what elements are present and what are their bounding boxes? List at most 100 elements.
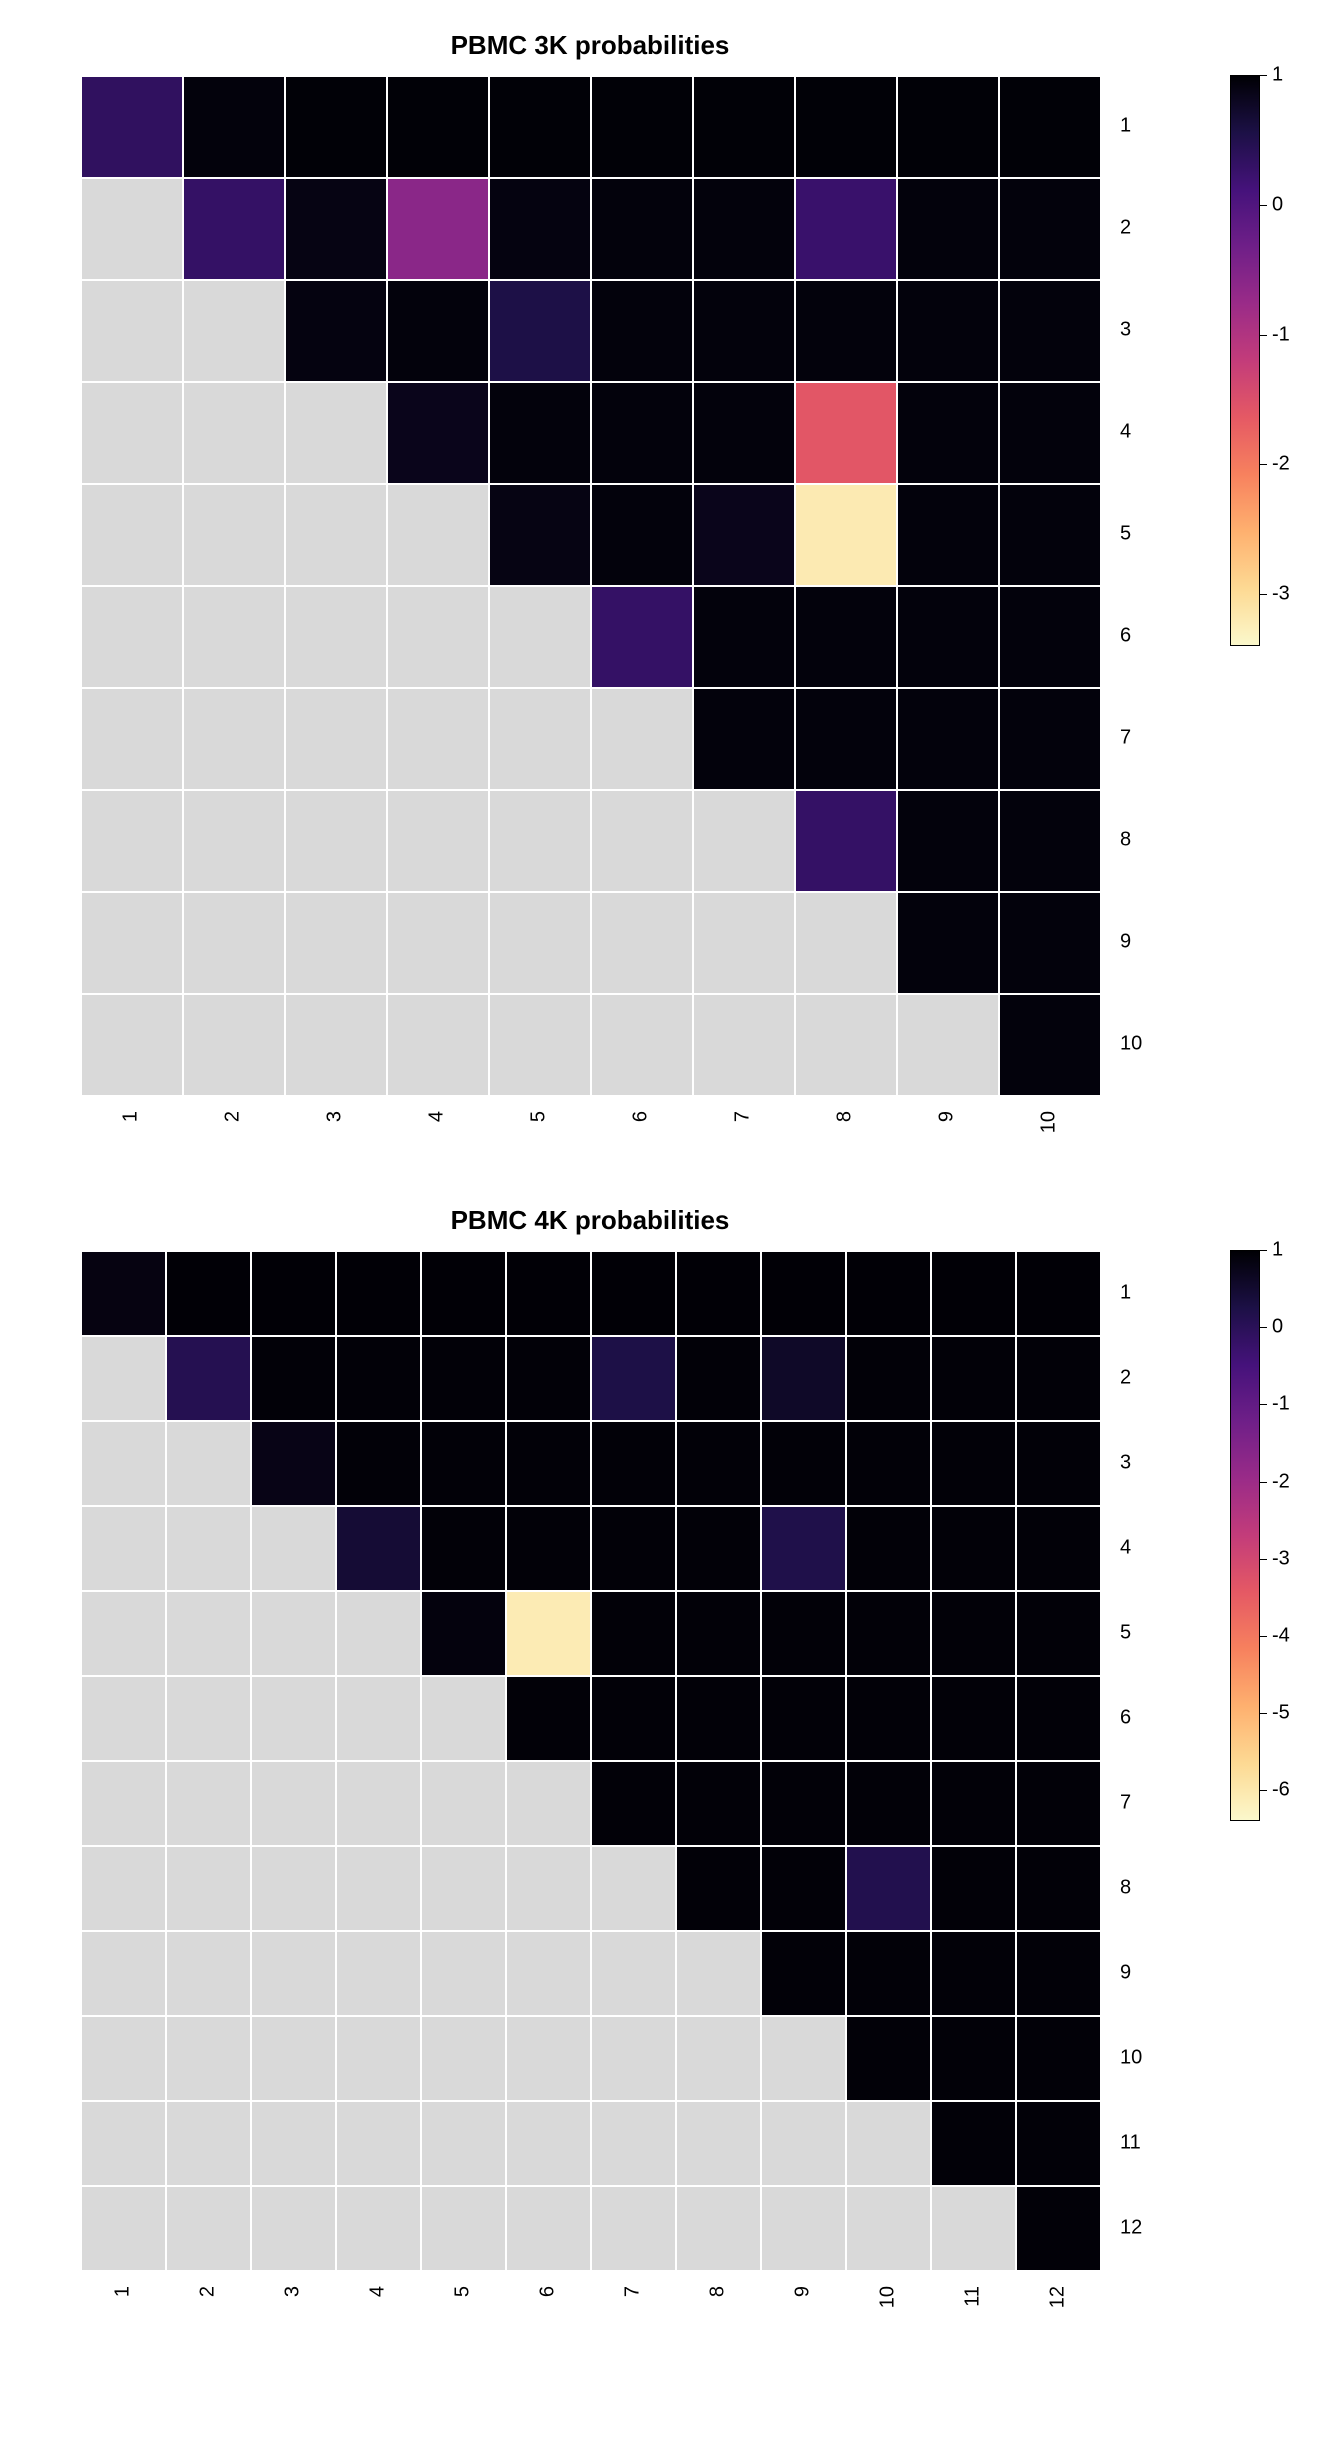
colorbar-tick-label: 0 <box>1272 1316 1283 1339</box>
x-tick-label: 3 <box>281 2286 304 2297</box>
colorbar-tick-mark <box>1260 1482 1267 1483</box>
y-tick-label: 3 <box>1120 1451 1131 1474</box>
heatmap-cell <box>81 1676 166 1761</box>
heatmap-cell <box>931 1421 1016 1506</box>
heatmap-cell <box>761 1676 846 1761</box>
heatmap-cell <box>999 76 1101 178</box>
heatmap-cell <box>251 1421 336 1506</box>
y-tick-label: 5 <box>1120 1621 1131 1644</box>
heatmap-cell <box>693 280 795 382</box>
heatmap-panel-pbmc4k: PBMC 4K probabilities1234567891011121234… <box>80 1205 1344 2380</box>
heatmap-cell <box>81 178 183 280</box>
heatmap-cell <box>591 280 693 382</box>
colorbar-tick-label: -3 <box>1272 1547 1290 1570</box>
heatmap-cell <box>1016 1846 1101 1931</box>
heatmap-cell <box>421 1591 506 1676</box>
colorbar-tick-label: -3 <box>1272 583 1290 606</box>
heatmap-cell <box>795 484 897 586</box>
heatmap-panel-pbmc3k: PBMC 3K probabilities1234567891012345678… <box>80 30 1344 1205</box>
heatmap-cell <box>931 2186 1016 2271</box>
heatmap-cell <box>81 2016 166 2101</box>
heatmap-cell <box>251 2016 336 2101</box>
heatmap-cell <box>506 1761 591 1846</box>
heatmap-cell <box>489 280 591 382</box>
heatmap-cell <box>489 178 591 280</box>
heatmap-cell <box>591 994 693 1096</box>
heatmap-cell <box>421 1421 506 1506</box>
heatmap-cell <box>336 1591 421 1676</box>
heatmap-cell <box>591 1336 676 1421</box>
heatmap-cell <box>676 1931 761 2016</box>
heatmap-cell <box>81 1251 166 1336</box>
heatmap-cell <box>591 790 693 892</box>
heatmap-cell <box>897 280 999 382</box>
heatmap-cell <box>1016 2016 1101 2101</box>
heatmap-cell <box>931 1591 1016 1676</box>
heatmap-cell <box>761 1846 846 1931</box>
heatmap-cell <box>1016 1336 1101 1421</box>
heatmap-cell <box>183 892 285 994</box>
y-tick-label: 10 <box>1120 1033 1142 1056</box>
heatmap-cell <box>336 2101 421 2186</box>
heatmap-cell <box>81 586 183 688</box>
heatmap-cell <box>846 1591 931 1676</box>
heatmap-cell <box>387 892 489 994</box>
heatmap-cell <box>897 178 999 280</box>
heatmap-cell <box>846 1421 931 1506</box>
x-tick-label: 5 <box>451 2286 474 2297</box>
heatmap-cell <box>166 2016 251 2101</box>
heatmap-cell <box>81 892 183 994</box>
heatmap-cell <box>846 1761 931 1846</box>
heatmap-cell <box>1016 1251 1101 1336</box>
heatmap-cell <box>693 76 795 178</box>
x-tick-label: 7 <box>732 1111 755 1122</box>
heatmap-cell <box>591 1761 676 1846</box>
heatmap-cell <box>421 1761 506 1846</box>
y-tick-label: 7 <box>1120 1791 1131 1814</box>
heatmap-cell <box>761 2186 846 2271</box>
heatmap-cell <box>81 76 183 178</box>
heatmap-cell <box>761 2101 846 2186</box>
heatmap-cell <box>387 688 489 790</box>
heatmap-cell <box>846 1336 931 1421</box>
heatmap-cell <box>166 1421 251 1506</box>
heatmap-cell <box>693 586 795 688</box>
heatmap-cell <box>421 1676 506 1761</box>
heatmap-cell <box>183 586 285 688</box>
heatmap-cell <box>931 1846 1016 1931</box>
heatmap-cell <box>81 1846 166 1931</box>
heatmap-cell <box>166 1506 251 1591</box>
heatmap-cell <box>489 994 591 1096</box>
x-tick-label: 10 <box>876 2286 899 2308</box>
heatmap-cell <box>489 892 591 994</box>
heatmap-cell <box>183 178 285 280</box>
heatmap-cell <box>285 994 387 1096</box>
y-tick-label: 1 <box>1120 115 1131 138</box>
heatmap-cell <box>81 1336 166 1421</box>
heatmap-cell <box>591 76 693 178</box>
heatmap-grid <box>80 1250 1102 2272</box>
heatmap-cell <box>693 484 795 586</box>
x-tick-label: 6 <box>536 2286 559 2297</box>
heatmap-cell <box>506 1846 591 1931</box>
heatmap-cell <box>846 2016 931 2101</box>
heatmap-cell <box>421 1846 506 1931</box>
heatmap-cell <box>81 382 183 484</box>
heatmap-cell <box>795 280 897 382</box>
heatmap-cell <box>506 1676 591 1761</box>
y-tick-label: 12 <box>1120 2216 1142 2239</box>
heatmap-cell <box>591 178 693 280</box>
heatmap-cell <box>846 1676 931 1761</box>
heatmap-cell <box>506 1421 591 1506</box>
heatmap-cell <box>846 2186 931 2271</box>
heatmap-cell <box>846 1506 931 1591</box>
colorbar-tick-label: -4 <box>1272 1624 1290 1647</box>
heatmap-cell <box>795 688 897 790</box>
heatmap-cell <box>1016 1591 1101 1676</box>
heatmap-cell <box>336 1676 421 1761</box>
y-tick-label: 3 <box>1120 319 1131 342</box>
colorbar-tick-mark <box>1260 205 1267 206</box>
heatmap-cell <box>336 2186 421 2271</box>
x-tick-label: 3 <box>324 1111 347 1122</box>
heatmap-cell <box>591 2101 676 2186</box>
